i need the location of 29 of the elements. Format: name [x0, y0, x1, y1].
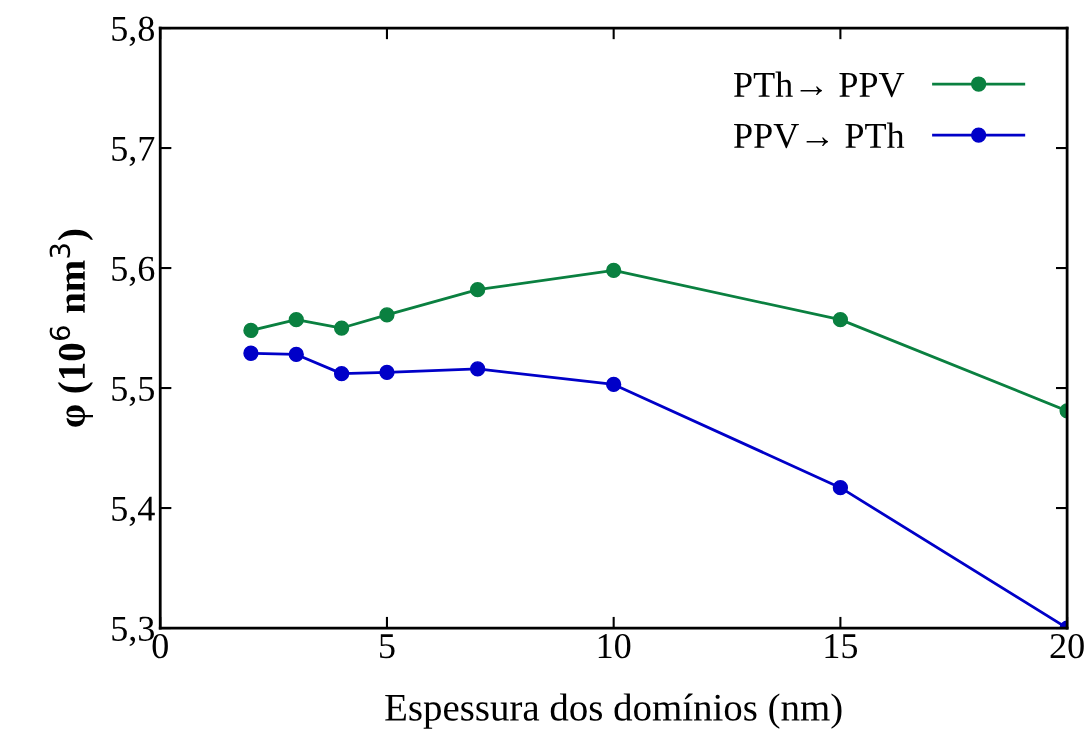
point	[469, 361, 486, 377]
point	[243, 322, 259, 339]
point	[469, 282, 486, 298]
x-tick-label: 0	[152, 633, 168, 659]
x-tick-label: 20	[1050, 633, 1084, 659]
y-tick-label: 5,8	[112, 16, 154, 47]
point	[379, 364, 395, 381]
y-tick-label: 5,3	[112, 616, 154, 647]
point	[288, 346, 304, 363]
point	[288, 312, 304, 328]
x-axis-title: Espessura dos domínios (nm)	[385, 693, 842, 729]
point	[832, 479, 849, 496]
legend-label: PPV→ PTh	[734, 122, 905, 149]
y-tick-label: 5,4	[112, 496, 155, 527]
x-tick-label: 5	[380, 634, 395, 659]
x-tick-label: 15	[825, 634, 858, 659]
point	[243, 345, 259, 361]
legend-label: PTh→ PPV	[734, 71, 905, 98]
point	[379, 307, 395, 323]
y-tick-label: 5,6	[112, 256, 155, 287]
y-axis-title: φ (10$^{6}$ nm$^{3}$)	[49, 229, 93, 427]
y-tick-label: 5,7	[112, 136, 155, 167]
x-tick-label: 10	[598, 633, 631, 659]
point	[832, 312, 849, 328]
point	[606, 376, 622, 393]
point	[606, 262, 622, 279]
y-tick-label: 5,5	[112, 376, 154, 407]
point	[333, 366, 350, 382]
point	[333, 320, 350, 336]
